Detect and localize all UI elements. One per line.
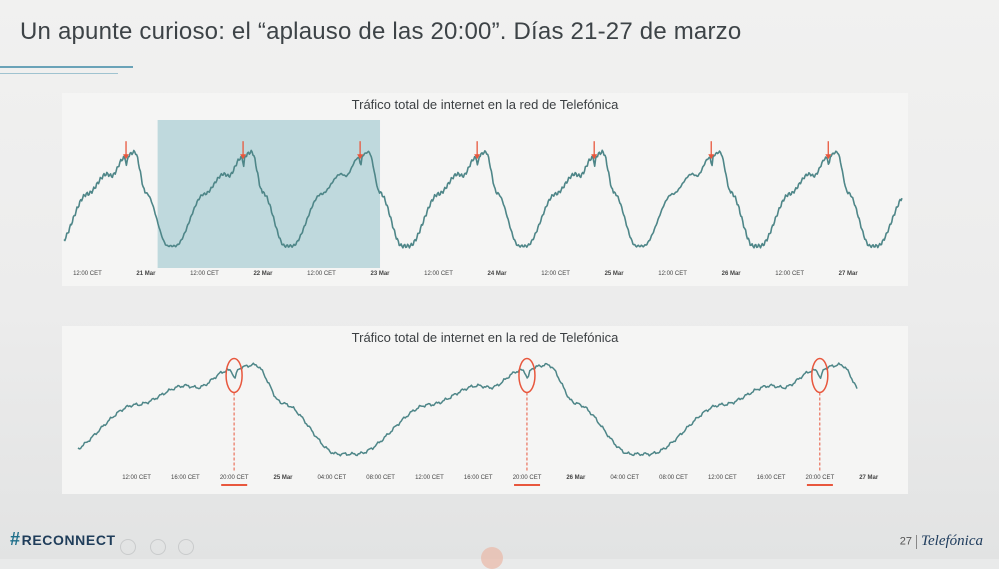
x-tick-label: 12:00 CET bbox=[424, 271, 453, 277]
x-tick-label: 16:00 CET bbox=[757, 475, 786, 481]
clap-arrow-head bbox=[240, 154, 247, 160]
x-tick-label: 12:00 CET bbox=[658, 271, 687, 277]
x-tick-label: 12:00 CET bbox=[190, 271, 219, 277]
x-tick-label: 22 Mar bbox=[253, 271, 273, 277]
zoom-icon[interactable] bbox=[178, 539, 194, 555]
x-tick-label: 12:00 CET bbox=[122, 475, 151, 481]
clap-arrow-head bbox=[357, 154, 364, 160]
footer-divider bbox=[916, 534, 918, 549]
hashtag-icon: # bbox=[10, 529, 21, 549]
x-tick-label: 20:00 CET bbox=[806, 475, 835, 481]
chart-detail-plot: 12:00 CET 16:00 CET 20:00 CET 25 Mar 04:00 C… bbox=[77, 357, 879, 486]
x-tick-label: 08:00 CET bbox=[366, 475, 395, 481]
x-tick-label: 20:00 CET bbox=[220, 475, 249, 481]
footer-right: 27 Telefónica bbox=[900, 533, 983, 550]
x-tick-label: 04:00 CET bbox=[317, 475, 346, 481]
clap-circle-marker bbox=[811, 357, 829, 394]
x-tick-label: 25 Mar bbox=[605, 271, 625, 277]
x-tick-label: 26 Mar bbox=[722, 271, 742, 277]
clap-circle-marker bbox=[225, 357, 243, 394]
x-tick-label: 26 Mar bbox=[566, 475, 586, 481]
title-accent-rule-secondary bbox=[0, 73, 118, 74]
x-tick-label: 20:00 CET bbox=[513, 475, 542, 481]
forward-icon[interactable] bbox=[150, 539, 166, 555]
clap-arrow-head bbox=[825, 154, 832, 160]
reconnect-logo: #RECONNECT bbox=[10, 529, 116, 550]
x-tick-label: 16:00 CET bbox=[464, 475, 493, 481]
chart-weekly-title: Tráfico total de internet en la red de T… bbox=[351, 97, 619, 112]
chart-detail-title: Tráfico total de internet en la red de T… bbox=[351, 330, 619, 345]
clap-arrow-head bbox=[123, 154, 130, 160]
x-tick-label: 16:00 CET bbox=[171, 475, 200, 481]
x-tick-label: 25 Mar bbox=[273, 475, 293, 481]
weekend-highlight-band bbox=[157, 120, 381, 268]
x-tick-label: 12:00 CET bbox=[73, 271, 102, 277]
x-tick-label: 12:00 CET bbox=[415, 475, 444, 481]
x-tick-label: 23 Mar bbox=[370, 271, 390, 277]
pointer-indicator bbox=[481, 547, 503, 569]
back-icon[interactable] bbox=[120, 539, 136, 555]
x-tick-label: 12:00 CET bbox=[307, 271, 336, 277]
x-tick-label: 24 Mar bbox=[488, 271, 508, 277]
page-title: Un apunte curioso: el “aplauso de las 20… bbox=[20, 18, 742, 45]
x-tick-label: 12:00 CET bbox=[541, 271, 570, 277]
clap-arrow-head bbox=[474, 154, 481, 160]
clap-arrow-head bbox=[708, 154, 715, 160]
traffic-series-line bbox=[63, 149, 903, 249]
chart-weekly-panel: Tráfico total de internet en la red de T… bbox=[62, 93, 908, 286]
x-tick-label: 08:00 CET bbox=[659, 475, 688, 481]
x-tick-label: 12:00 CET bbox=[708, 475, 737, 481]
clap-arrow-head bbox=[591, 154, 598, 160]
x-tick-label: 12:00 CET bbox=[775, 271, 804, 277]
chart-detail-panel: Tráfico total de internet en la red de T… bbox=[62, 326, 908, 494]
x-tick-label: 04:00 CET bbox=[610, 475, 639, 481]
x-tick-label: 27 Mar bbox=[839, 271, 859, 277]
chart-weekly-plot: 12:00 CET 21 Mar 12:00 CET 22 Mar 12:00 CET 2… bbox=[63, 120, 903, 277]
page-number: 27 bbox=[899, 535, 913, 548]
clap-circle-marker bbox=[518, 357, 536, 394]
brand-label: RECONNECT bbox=[21, 532, 116, 548]
telefonica-logo: Telefónica bbox=[921, 533, 983, 549]
x-tick-label: 21 Mar bbox=[136, 271, 156, 277]
x-tick-label: 27 Mar bbox=[859, 475, 879, 481]
title-accent-rule bbox=[0, 66, 133, 68]
traffic-series-line bbox=[77, 362, 858, 457]
